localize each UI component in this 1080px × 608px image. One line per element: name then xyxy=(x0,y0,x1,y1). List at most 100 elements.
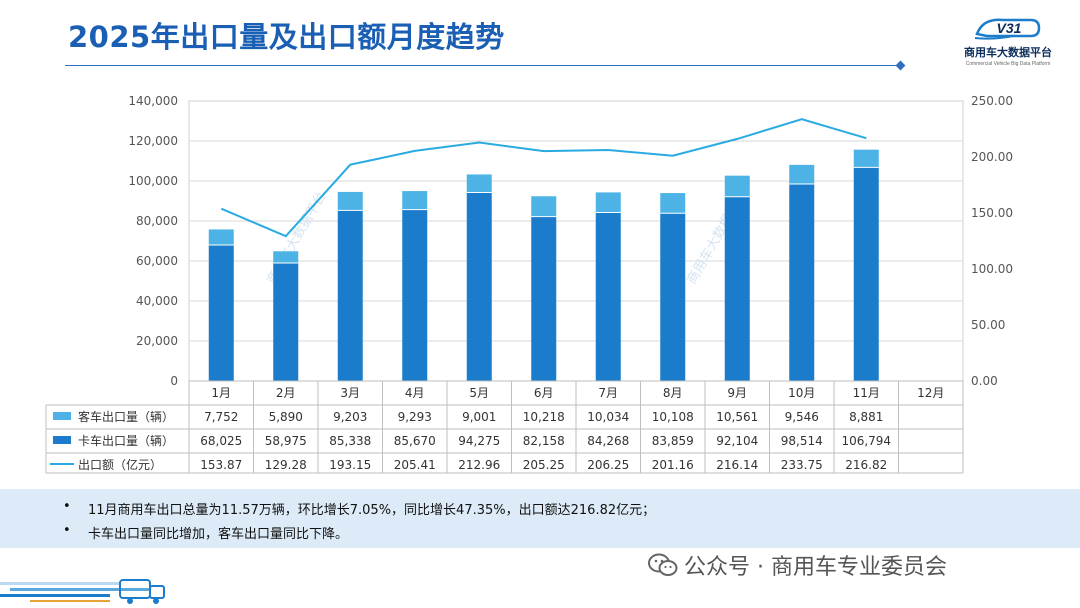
logo-name: 商用车大数据平台 xyxy=(964,46,1052,59)
wechat-watermark: 公众号 · 商用车专业委员会 xyxy=(648,550,947,580)
platform-logo: V31 商用车大数据平台 Commercial Vehicle Big Data… xyxy=(948,14,1068,72)
truck-value-cell: 94,275 xyxy=(458,434,501,448)
export-value-cell: 129.28 xyxy=(264,458,307,472)
category-label: 1月 xyxy=(211,386,232,400)
right-axis-tick-label: 250.00 xyxy=(971,94,1013,108)
export-value-cell: 193.15 xyxy=(329,458,372,472)
truck-value-cell: 83,859 xyxy=(651,434,694,448)
export-value-cell: 212.96 xyxy=(458,458,501,472)
export-value-cell: 206.25 xyxy=(587,458,630,472)
truck-bar xyxy=(402,209,428,381)
title-divider xyxy=(65,65,903,66)
truck-decoration-icon xyxy=(0,579,165,604)
right-axis-tick-label: 100.00 xyxy=(971,262,1013,276)
summary-bullet: • xyxy=(63,523,71,538)
truck-bar xyxy=(208,244,234,381)
bus-bar xyxy=(531,196,557,217)
category-label: 11月 xyxy=(852,386,880,400)
truck-value-cell: 84,268 xyxy=(587,434,630,448)
left-axis-tick-label: 120,000 xyxy=(128,134,178,148)
truck-value-cell: 82,158 xyxy=(522,434,565,448)
wechat-icon xyxy=(648,553,678,576)
legend-bus-label: 客车出口量（辆） xyxy=(78,410,175,424)
category-label: 12月 xyxy=(917,386,945,400)
left-axis-tick-label: 40,000 xyxy=(136,294,178,308)
bus-value-cell: 10,034 xyxy=(587,410,630,424)
bus-value-cell: 10,218 xyxy=(522,410,565,424)
truck-value-cell: 85,670 xyxy=(393,434,436,448)
left-axis-tick-label: 20,000 xyxy=(136,334,178,348)
summary-line-2: 卡车出口量同比增加，客车出口量同比下降。 xyxy=(88,527,349,542)
truck-value-cell: 68,025 xyxy=(200,434,243,448)
category-label: 5月 xyxy=(469,386,490,400)
truck-bar xyxy=(273,263,299,381)
bus-bar xyxy=(789,164,815,184)
bus-bar xyxy=(466,174,492,193)
category-label: 2月 xyxy=(275,386,296,400)
category-label: 7月 xyxy=(598,386,619,400)
bus-bar xyxy=(402,191,428,210)
truck-bar xyxy=(724,196,750,381)
bus-bar xyxy=(208,229,234,245)
bus-value-cell: 9,001 xyxy=(462,410,497,424)
truck-value-cell xyxy=(899,431,964,451)
export-value-line xyxy=(220,118,867,238)
legend-export-value-label: 出口额（亿元） xyxy=(78,458,163,472)
right-axis-tick-label: 150.00 xyxy=(971,206,1013,220)
export-value-cell: 205.25 xyxy=(522,458,565,472)
export-value-cell: 216.82 xyxy=(845,458,888,472)
bus-value-cell: 9,203 xyxy=(333,410,368,424)
left-axis-tick-label: 100,000 xyxy=(128,174,178,188)
summary-panel: • 11月商用车出口总量为11.57万辆，环比增长7.05%，同比增长47.35… xyxy=(0,489,1080,548)
bus-bar xyxy=(724,175,750,197)
legend-export-value-swatch xyxy=(50,463,74,465)
left-axis-tick-label: 0 xyxy=(170,374,178,388)
legend-truck-label: 卡车出口量（辆） xyxy=(78,434,175,448)
plot-area xyxy=(188,100,964,382)
v31-logo-icon: V31 xyxy=(974,18,1041,40)
bus-bar xyxy=(337,191,363,211)
truck-bar xyxy=(853,167,879,381)
bus-value-cell: 9,546 xyxy=(784,410,819,424)
bus-value-cell: 10,561 xyxy=(716,410,759,424)
truck-value-cell: 98,514 xyxy=(780,434,823,448)
truck-bar xyxy=(595,212,621,381)
right-axis-tick-label: 0.00 xyxy=(971,374,998,388)
watermark-text: 公众号 · 商用车专业委员会 xyxy=(684,555,947,580)
truck-value-cell: 92,104 xyxy=(716,434,759,448)
truck-bar xyxy=(660,213,686,381)
category-label: 8月 xyxy=(662,386,683,400)
bus-value-cell: 8,881 xyxy=(849,410,884,424)
category-label: 4月 xyxy=(404,386,425,400)
left-axis-tick-label: 140,000 xyxy=(128,94,178,108)
truck-bar xyxy=(789,183,815,381)
right-axis-tick-label: 200.00 xyxy=(971,150,1013,164)
bus-value-cell xyxy=(899,407,964,427)
legend-bus-swatch xyxy=(53,412,71,420)
truck-value-cell: 58,975 xyxy=(264,434,307,448)
export-value-cell: 205.41 xyxy=(393,458,436,472)
summary-bullet: • xyxy=(63,499,71,514)
truck-bar xyxy=(337,210,363,381)
category-label: 6月 xyxy=(533,386,554,400)
left-axis-tick-label: 80,000 xyxy=(136,214,178,228)
export-value-cell: 201.16 xyxy=(651,458,694,472)
category-label: 10月 xyxy=(788,386,816,400)
bus-value-cell: 9,293 xyxy=(397,410,432,424)
export-value-cell xyxy=(899,455,964,475)
legend-truck-swatch xyxy=(53,436,71,444)
bus-value-cell: 7,752 xyxy=(204,410,239,424)
export-value-cell: 216.14 xyxy=(716,458,759,472)
bus-bar xyxy=(595,192,621,213)
left-axis-tick-label: 60,000 xyxy=(136,254,178,268)
truck-bar xyxy=(466,192,492,381)
truck-value-cell: 85,338 xyxy=(329,434,372,448)
bus-bar xyxy=(660,193,686,214)
bus-bar xyxy=(273,251,299,264)
export-value-cell: 153.87 xyxy=(200,458,243,472)
summary-line-1: 11月商用车出口总量为11.57万辆，环比增长7.05%，同比增长47.35%，… xyxy=(88,503,656,518)
logo-mark-text: V31 xyxy=(997,20,1022,36)
logo-subtitle: Commercial Vehicle Big Data Platform xyxy=(965,61,1051,67)
category-label: 3月 xyxy=(340,386,361,400)
right-axis-tick-label: 50.00 xyxy=(971,318,1005,332)
